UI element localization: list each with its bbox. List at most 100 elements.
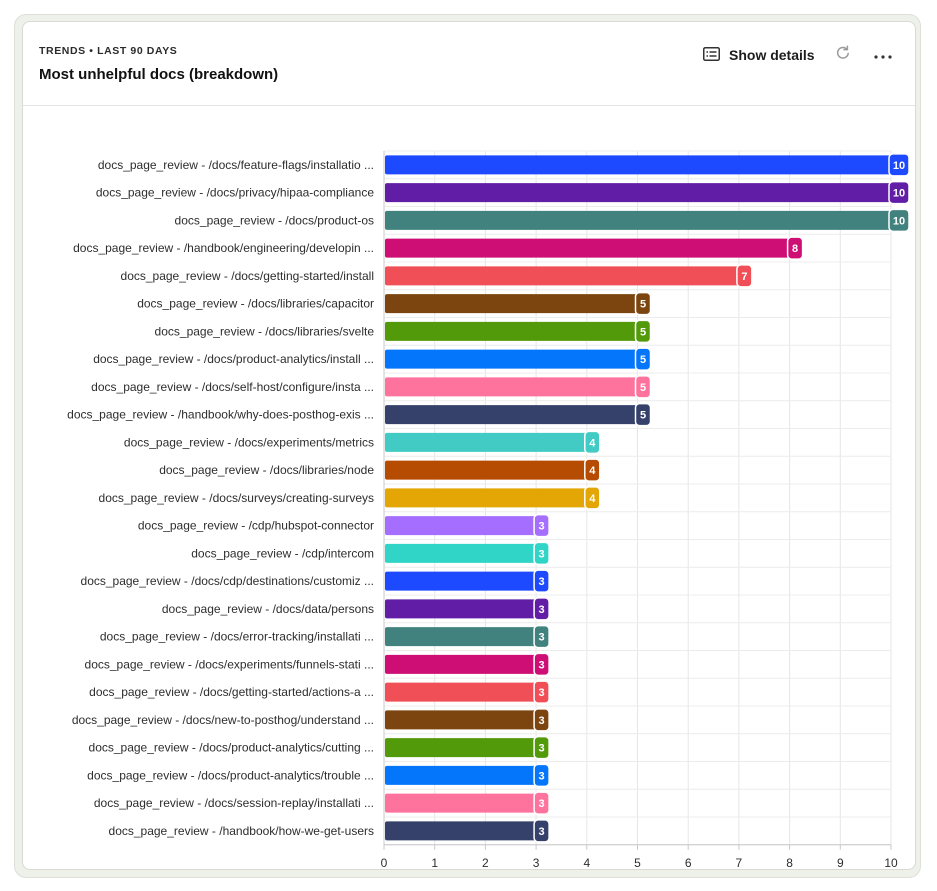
category-label: docs_page_review - /docs/getting-started… [121, 269, 374, 283]
bar[interactable] [385, 599, 537, 619]
bar[interactable] [385, 294, 638, 314]
value-label: 3 [539, 659, 545, 671]
bar[interactable] [385, 738, 537, 758]
category-label: docs_page_review - /docs/self-host/confi… [91, 380, 374, 394]
value-label: 3 [539, 548, 545, 560]
category-label: docs_page_review - /handbook/why-does-po… [67, 408, 374, 422]
bar[interactable] [385, 349, 638, 369]
bar[interactable] [385, 821, 537, 841]
value-badge [786, 236, 804, 260]
bar[interactable] [385, 516, 537, 536]
x-tick-label: 6 [685, 856, 692, 868]
x-tick-label: 5 [634, 856, 641, 868]
value-label: 7 [741, 271, 747, 283]
bar[interactable] [385, 377, 638, 397]
category-label: docs_page_review - /docs/product-os [175, 213, 374, 227]
value-badge [533, 652, 550, 677]
value-label: 3 [539, 687, 545, 699]
value-badge [533, 597, 550, 621]
category-label: docs_page_review - /handbook/engineering… [73, 241, 374, 255]
bar[interactable] [385, 488, 587, 508]
bar[interactable] [385, 543, 537, 563]
bar[interactable] [385, 654, 537, 674]
value-label: 8 [792, 243, 798, 255]
insight-card: TRENDS • LAST 90 DAYS Most unhelpful doc… [22, 21, 916, 870]
category-label: docs_page_review - /docs/session-replay/… [94, 796, 374, 810]
bar[interactable] [385, 793, 537, 813]
category-label: docs_page_review - /docs/error-tracking/… [100, 630, 374, 644]
value-label: 4 [589, 493, 596, 505]
show-details-button[interactable]: Show details [695, 40, 823, 70]
value-label: 5 [640, 410, 646, 422]
refresh-button[interactable] [828, 40, 858, 70]
category-label: docs_page_review - /docs/feature-flags/i… [98, 158, 374, 172]
value-badge [533, 819, 550, 843]
value-label: 5 [640, 354, 646, 366]
value-label: 3 [539, 743, 545, 755]
value-badge [584, 486, 601, 510]
category-label: docs_page_review - /docs/cdp/destination… [81, 574, 374, 588]
x-tick-label: 9 [837, 856, 844, 868]
bar[interactable] [385, 432, 587, 452]
category-label: docs_page_review - /docs/product-analyti… [87, 768, 374, 782]
category-label: docs_page_review - /docs/new-to-posthog/… [72, 713, 374, 727]
value-badge [634, 347, 652, 371]
x-tick-label: 4 [583, 856, 590, 868]
value-label: 5 [640, 299, 646, 311]
value-label: 3 [539, 770, 545, 782]
value-badge [533, 513, 550, 538]
category-label: docs_page_review - /docs/libraries/svelt… [155, 324, 375, 338]
x-tick-label: 0 [381, 856, 388, 868]
bar[interactable] [385, 210, 891, 230]
list-details-icon [703, 46, 720, 64]
bar[interactable] [385, 682, 537, 702]
category-label: docs_page_review - /docs/data/persons [162, 602, 374, 616]
category-label: docs_page_review - /docs/experiments/fun… [85, 657, 374, 671]
refresh-icon [835, 44, 851, 66]
value-badge [888, 180, 910, 205]
bar[interactable] [385, 765, 537, 785]
value-label: 3 [539, 632, 545, 644]
value-badge [584, 430, 601, 455]
value-badge [533, 680, 550, 704]
value-label: 3 [539, 576, 545, 588]
bar[interactable] [385, 405, 638, 425]
value-badge [584, 458, 601, 482]
value-label: 3 [539, 798, 545, 810]
x-tick-label: 8 [786, 856, 793, 868]
bar[interactable] [385, 460, 587, 480]
bar[interactable] [385, 710, 537, 730]
value-badge [634, 375, 652, 399]
more-horizontal-icon [874, 46, 892, 64]
category-label: docs_page_review - /cdp/hubspot-connecto… [138, 519, 374, 533]
category-label: docs_page_review - /handbook/how-we-get-… [109, 824, 374, 838]
value-badge [533, 763, 550, 788]
bar[interactable] [385, 627, 537, 647]
insight-title: Most unhelpful docs (breakdown) [39, 66, 279, 83]
category-label: docs_page_review - /docs/getting-started… [89, 685, 374, 699]
category-label: docs_page_review - /docs/libraries/capac… [137, 297, 374, 311]
bar[interactable] [385, 321, 638, 341]
category-label: docs_page_review - /docs/libraries/node [159, 463, 374, 477]
value-badge [533, 541, 550, 566]
category-label: docs_page_review - /docs/surveys/creatin… [99, 491, 374, 505]
value-label: 3 [539, 826, 545, 838]
bar[interactable] [385, 571, 537, 591]
value-badge [533, 569, 550, 593]
show-details-label: Show details [729, 47, 815, 63]
x-tick-label: 7 [736, 856, 743, 868]
value-badge [634, 291, 652, 316]
value-label: 3 [539, 521, 545, 533]
more-button[interactable] [868, 40, 898, 70]
bar[interactable] [385, 155, 891, 175]
value-badge [533, 624, 550, 649]
value-label: 10 [893, 160, 905, 172]
bar-chart: 0 1 2 3 4 5 6 7 8 9 10 docs_page_review - /docs/fea… [67, 150, 910, 868]
bar[interactable] [385, 266, 739, 286]
bar[interactable] [385, 238, 790, 258]
bar[interactable] [385, 183, 891, 203]
category-label: docs_page_review - /cdp/intercom [191, 546, 374, 560]
value-badge [533, 735, 550, 760]
value-badge [736, 264, 753, 288]
value-label: 10 [893, 188, 905, 200]
